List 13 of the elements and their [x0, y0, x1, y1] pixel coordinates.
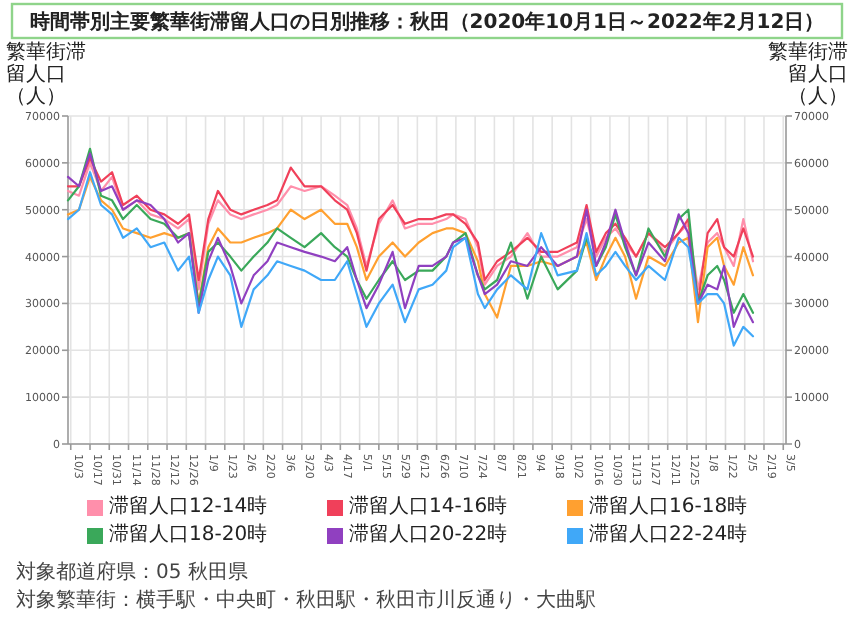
line-series: [66, 171, 755, 347]
legend-label: 滞留人口12-14時: [109, 496, 268, 520]
legend-label: 滞留人口20-22時: [349, 524, 508, 548]
legend-label: 滞留人口14-16時: [349, 496, 508, 520]
y-axis-title: 繁華街滞留人口（人）: [6, 42, 88, 108]
chart-title: 時間帯別主要繁華街滞留人口の日別推移：秋田（2020年10月1日～2022年2月12日）: [27, 8, 827, 36]
text: 対象繁華街：横手駅・中央町・秋田駅・秋田市川反通り・大曲駅: [16, 590, 596, 614]
legend-label: 滞留人口22-24時: [589, 524, 748, 548]
line-series: [66, 175, 755, 324]
y2-axis-title: 繁華街滞留人口（人）: [766, 42, 848, 108]
legend-label: 滞留人口18-20時: [109, 524, 268, 548]
legend-label: 滞留人口16-18時: [589, 496, 748, 520]
text: 対象都道府県：05 秋田県: [16, 562, 248, 586]
